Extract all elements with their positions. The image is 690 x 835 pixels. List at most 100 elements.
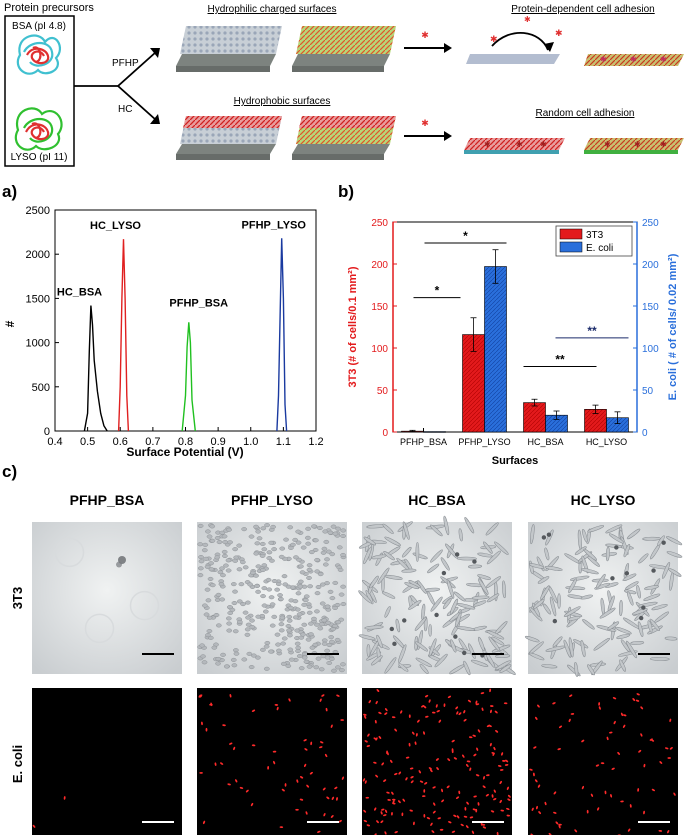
micrograph-column-header: HC_BSA bbox=[408, 492, 466, 508]
micrograph-column-header: PFHP_LYSO bbox=[231, 492, 313, 508]
chart-b-legend-label: E. coli bbox=[586, 243, 613, 254]
chart-b-ytick-label-right: 100 bbox=[642, 344, 659, 355]
chart-b-category-label: HC_LYSO bbox=[586, 437, 627, 447]
cell-icon-2: ✱ bbox=[555, 28, 563, 38]
chart-b-bar-ecoli bbox=[484, 266, 507, 433]
micrograph-grid: PFHP_BSA PFHP_LYSO HC_BSA HC_LYSO 3T3 E. col… bbox=[10, 492, 683, 835]
chart-a-ytick-label: 1500 bbox=[26, 293, 50, 305]
panel-a-label: a) bbox=[2, 182, 17, 201]
surface-pfhp-bsa bbox=[176, 26, 282, 72]
micrograph-row-label: 3T3 bbox=[10, 587, 25, 609]
lyso-label: LYSO (pI 11) bbox=[11, 152, 68, 163]
random-adhesion-title: Random cell adhesion bbox=[536, 108, 635, 119]
svg-text:✱: ✱ bbox=[660, 55, 667, 64]
arrowhead-top-row bbox=[444, 43, 452, 53]
cell-icon-top: ✱ bbox=[421, 30, 429, 40]
chart-b-ytick-label-left: 0 bbox=[382, 428, 388, 439]
chart-b-legend-label: 3T3 bbox=[586, 230, 604, 241]
cell-adhesion-chart: 0 0 50 50 100 100 150 150 200 200 250 250 PFHP_BSA PF… bbox=[347, 218, 679, 467]
chart-b-bar-3t3 bbox=[523, 402, 546, 433]
adhesion-bsa-surface: ✱ ✱ ✱ bbox=[466, 15, 563, 64]
cell-icon-bottom: ✱ bbox=[421, 118, 429, 128]
chart-a-ytick-label: 1000 bbox=[26, 338, 50, 350]
arrow-to-hc bbox=[117, 85, 157, 121]
surface-pfhp-lyso bbox=[292, 26, 396, 72]
svg-text:✱: ✱ bbox=[634, 140, 641, 149]
chart-a-xtick-label: 0.8 bbox=[178, 436, 193, 448]
micrograph-row-label: E. coli bbox=[10, 745, 25, 783]
chart-a-ytick-label: 2500 bbox=[26, 205, 50, 217]
chart-a-xtick-label: 1.2 bbox=[308, 436, 323, 448]
schematic: Protein precursors BSA (pI 4.8) LYSO (pI… bbox=[4, 2, 684, 167]
chart-a-series-label: HC_LYSO bbox=[90, 220, 141, 232]
chart-b-ytick-label-right: 0 bbox=[642, 428, 648, 439]
chart-b-category-label: PFHP_BSA bbox=[400, 437, 447, 447]
adhesion-lyso-surface: ✱ ✱ ✱ bbox=[584, 54, 684, 66]
arrowhead-hc bbox=[150, 114, 160, 124]
chart-a-series-hc-lyso bbox=[117, 239, 130, 432]
panel-b-label: b) bbox=[338, 182, 354, 201]
chart-b-category-label: HC_BSA bbox=[527, 437, 563, 447]
micrograph-ecoli-pfhp-bsa bbox=[32, 688, 182, 835]
micrograph-ecoli-hc-bsa bbox=[362, 688, 512, 835]
hydrophilic-title: Hydrophilic charged surfaces bbox=[208, 4, 337, 15]
chart-a-series-pfhp-bsa bbox=[181, 322, 196, 432]
chart-b-significance-label: ** bbox=[555, 352, 565, 366]
chart-b-ytick-label-right: 250 bbox=[642, 218, 659, 229]
chart-a-series-label: PFHP_LYSO bbox=[242, 219, 307, 231]
arrowhead-bottom-row bbox=[444, 131, 452, 141]
surface-hc-lyso bbox=[292, 116, 396, 160]
micrograph-ecoli-pfhp-lyso bbox=[197, 688, 347, 835]
random-adhesion-surface-1: ✱ ✱ ✱ bbox=[464, 138, 565, 154]
chart-b-category-label: PFHP_LYSO bbox=[458, 437, 510, 447]
micrograph-column-header: PFHP_BSA bbox=[70, 492, 145, 508]
micrograph-3t3-hc-bsa bbox=[358, 515, 516, 676]
chart-a-ytick-label: 500 bbox=[32, 382, 50, 394]
chart-a-xtick-label: 0.4 bbox=[47, 436, 62, 448]
chart-b-ytick-label-left: 100 bbox=[371, 344, 388, 355]
micrograph-3t3-hc-lyso bbox=[524, 522, 683, 677]
bsa-label: BSA (pI 4.8) bbox=[12, 21, 66, 32]
chart-b-legend-swatch bbox=[559, 228, 583, 240]
chart-a-ytick-label: 2000 bbox=[26, 249, 50, 261]
chart-a-xtick-label: 0.9 bbox=[210, 436, 225, 448]
chart-b-ytick-label-left: 200 bbox=[371, 260, 388, 271]
chart-b-ytick-label-right: 50 bbox=[642, 386, 654, 397]
svg-text:✱: ✱ bbox=[484, 140, 491, 149]
micrograph-ecoli-hc-lyso bbox=[528, 688, 678, 835]
bsa-protein-icon bbox=[16, 34, 62, 75]
hydrophobic-title: Hydrophobic surfaces bbox=[234, 96, 331, 107]
arrowhead-pfhp bbox=[150, 48, 160, 58]
cell-icon-3: ✱ bbox=[524, 15, 531, 24]
precursors-box bbox=[4, 15, 75, 167]
chart-b-ylabel-left: 3T3 (# of cells/0.1 mm²) bbox=[347, 266, 359, 387]
chart-b-legend: 3T3 E. coli bbox=[555, 225, 633, 257]
chart-a-xtick-label: 0.5 bbox=[80, 436, 95, 448]
random-adhesion-surface-2: ✱ ✱ ✱ bbox=[584, 138, 684, 154]
chart-b-ytick-label-left: 150 bbox=[371, 302, 388, 313]
svg-text:✱: ✱ bbox=[604, 140, 611, 149]
chart-a-xlabel: Surface Potential (V) bbox=[126, 445, 243, 459]
chart-b-ytick-label-left: 50 bbox=[377, 386, 389, 397]
chart-b-bar-ecoli bbox=[423, 431, 446, 433]
chart-a-series-label: PFHP_BSA bbox=[169, 297, 228, 309]
chart-b-significance-label: * bbox=[463, 229, 468, 243]
chart-a-ylabel: # bbox=[3, 320, 17, 327]
svg-text:✱: ✱ bbox=[660, 140, 667, 149]
chart-a-xtick-label: 1.0 bbox=[243, 436, 258, 448]
chart-a-series-hc-bsa bbox=[83, 305, 108, 432]
micrograph-3t3-pfhp-lyso bbox=[197, 522, 347, 674]
chart-b-legend-swatch bbox=[559, 241, 583, 253]
micrograph-3t3-pfhp-bsa bbox=[32, 522, 182, 674]
chart-a-xtick-label: 1.1 bbox=[276, 436, 291, 448]
panel-c-label: c) bbox=[2, 462, 17, 481]
chart-b-ytick-label-right: 150 bbox=[642, 302, 659, 313]
svg-text:✱: ✱ bbox=[630, 55, 637, 64]
svg-text:✱: ✱ bbox=[540, 140, 547, 149]
cell-icon-1: ✱ bbox=[490, 34, 498, 44]
chart-b-ytick-label-right: 200 bbox=[642, 260, 659, 271]
route-hc-label: HC bbox=[118, 104, 132, 115]
surface-hc-bsa bbox=[176, 116, 282, 160]
route-pfhp-label: PFHP bbox=[112, 58, 139, 69]
